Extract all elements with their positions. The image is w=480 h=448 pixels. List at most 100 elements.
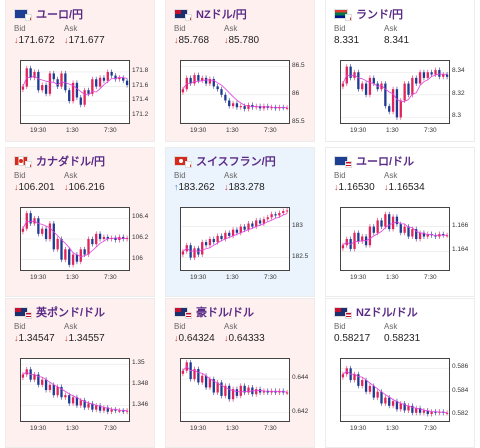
candle-body xyxy=(181,251,185,255)
candle-body xyxy=(98,405,102,411)
ask-value-text: 1.34557 xyxy=(68,333,105,344)
candle-body xyxy=(391,401,395,406)
currency-card[interactable]: 豪ドル/ドル Bid Ask ↓0.64324 ↓0.64333 0.644 0.642 19… xyxy=(165,298,315,448)
currency-card[interactable]: ユーロ/ドル Bid Ask ↓1.16530 ↓1.16534 1.166 1.164 19… xyxy=(325,147,475,297)
candle-body xyxy=(118,410,121,412)
candle-body xyxy=(262,219,266,224)
price-chart[interactable] xyxy=(180,358,290,422)
candle-body xyxy=(68,90,71,102)
price-chart[interactable] xyxy=(340,358,450,422)
currency-pair-title[interactable]: カナダドル/円 xyxy=(36,156,106,168)
candle-body xyxy=(181,89,185,93)
candle-body xyxy=(64,249,67,260)
candle-body xyxy=(48,384,52,390)
ask-value: 0.58231 xyxy=(384,333,420,344)
candle-body xyxy=(243,226,246,230)
currency-card[interactable]: ユーロ/円 Bid Ask ↓171.672 ↓171.677 171.8 171.6 171… xyxy=(5,0,155,142)
candle-body xyxy=(278,212,281,216)
down-arrow-icon: ↓ xyxy=(174,333,179,343)
candle-body xyxy=(56,79,59,87)
candle-body xyxy=(247,223,250,230)
price-chart[interactable] xyxy=(180,60,290,124)
y-tick-label: 1.164 xyxy=(452,246,469,254)
bid-value-text: 1.16530 xyxy=(338,182,375,193)
candle-body xyxy=(376,391,379,398)
y-tick-label: 171.6 xyxy=(132,81,149,89)
us-flag-icon xyxy=(345,160,352,168)
currency-pair-title[interactable]: スイスフラン/円 xyxy=(196,156,276,168)
candle-body xyxy=(372,385,375,398)
candle-body xyxy=(204,375,208,388)
moving-average-line xyxy=(182,213,288,252)
candle-body xyxy=(255,220,258,227)
price-chart[interactable] xyxy=(340,60,450,124)
currency-pair-title[interactable]: NZドル/ドル xyxy=(356,307,418,319)
x-tick-label: 1:30 xyxy=(66,274,79,281)
candle-body xyxy=(41,85,44,91)
ask-value: 8.341 xyxy=(384,35,409,46)
candle-body xyxy=(235,229,239,233)
candle-body xyxy=(75,397,79,406)
currency-card[interactable]: スイスフラン/円 Bid Ask ↑183.262 ↓183.278 183 182.5 19… xyxy=(165,147,315,297)
candle-body xyxy=(243,385,246,393)
currency-pair-title[interactable]: NZドル/円 xyxy=(196,9,247,21)
candle-body xyxy=(220,235,223,239)
candle-body xyxy=(201,242,204,255)
candle-body xyxy=(220,382,223,396)
price-chart[interactable] xyxy=(20,358,130,422)
candle-body xyxy=(60,73,63,87)
currency-pair-title[interactable]: ユーロ/ドル xyxy=(356,156,415,168)
currency-card[interactable]: カナダドル/円 Bid Ask ↓106.201 ↓106.216 106.4 106.2 1… xyxy=(5,147,155,297)
candle-body xyxy=(33,374,36,380)
up-arrow-icon: ↑ xyxy=(174,182,179,192)
candle-body xyxy=(407,83,410,95)
candle-body xyxy=(193,369,196,380)
candle-body xyxy=(270,214,273,218)
candle-body xyxy=(83,90,86,105)
candle-body xyxy=(56,239,59,250)
bid-value-text: 0.58217 xyxy=(334,333,371,344)
candle-body xyxy=(422,72,426,78)
currency-pair-title[interactable]: ユーロ/円 xyxy=(36,9,84,21)
currency-pair-title[interactable]: ランド/円 xyxy=(356,9,404,21)
bid-value: ↑183.262 xyxy=(174,182,215,193)
price-chart[interactable] xyxy=(180,207,290,271)
x-tick-label: 1:30 xyxy=(66,127,79,134)
price-chart[interactable] xyxy=(20,60,130,124)
candle-body xyxy=(216,235,219,243)
candle-body xyxy=(64,395,67,398)
currency-pair-title[interactable]: 豪ドル/ドル xyxy=(196,307,255,319)
candle-body xyxy=(391,89,395,112)
down-arrow-icon: ↓ xyxy=(14,182,19,192)
down-arrow-icon: ↓ xyxy=(14,333,19,343)
candle-body xyxy=(102,407,106,411)
price-chart[interactable] xyxy=(20,207,130,271)
candle-body xyxy=(204,77,208,84)
price-chart[interactable] xyxy=(340,207,450,271)
ask-value: ↓183.278 xyxy=(224,182,265,193)
currency-card[interactable]: 英ポンド/ドル Bid Ask ↓1.34547 ↓1.34557 1.35 1.348 1.… xyxy=(5,298,155,448)
currency-card[interactable]: NZドル/ドル Bid Ask 0.58217 0.58231 0.586 0.584 0.5… xyxy=(325,298,475,448)
bid-label: Bid xyxy=(14,171,26,180)
candle-body xyxy=(415,229,418,239)
candle-body xyxy=(204,242,208,246)
candle-body xyxy=(21,228,25,232)
candle-body xyxy=(71,254,75,265)
bid-value-text: 183.262 xyxy=(178,182,215,193)
y-tick-label: 1.346 xyxy=(132,400,149,408)
candle-body xyxy=(415,408,418,413)
ask-value-text: 0.58231 xyxy=(384,333,421,344)
candle-body xyxy=(384,214,387,227)
candle-body xyxy=(282,211,285,213)
candle-body xyxy=(361,236,364,242)
currency-card[interactable]: NZドル/円 Bid Ask ↓85.768 ↓85.780 86.5 86 85.5 19:3… xyxy=(165,0,315,142)
candle-body xyxy=(349,66,352,78)
candle-body xyxy=(193,248,196,258)
bid-value: ↓106.201 xyxy=(14,182,55,193)
down-arrow-icon: ↓ xyxy=(224,35,229,45)
flag-pair xyxy=(14,306,32,319)
currency-pair-title[interactable]: 英ポンド/ドル xyxy=(36,307,106,319)
candle-body xyxy=(231,389,235,400)
currency-card[interactable]: ランド/円 Bid Ask 8.331 8.341 8.34 8.32 8.3 19:30 1:3… xyxy=(325,0,475,142)
ask-value-text: 171.677 xyxy=(68,35,105,46)
